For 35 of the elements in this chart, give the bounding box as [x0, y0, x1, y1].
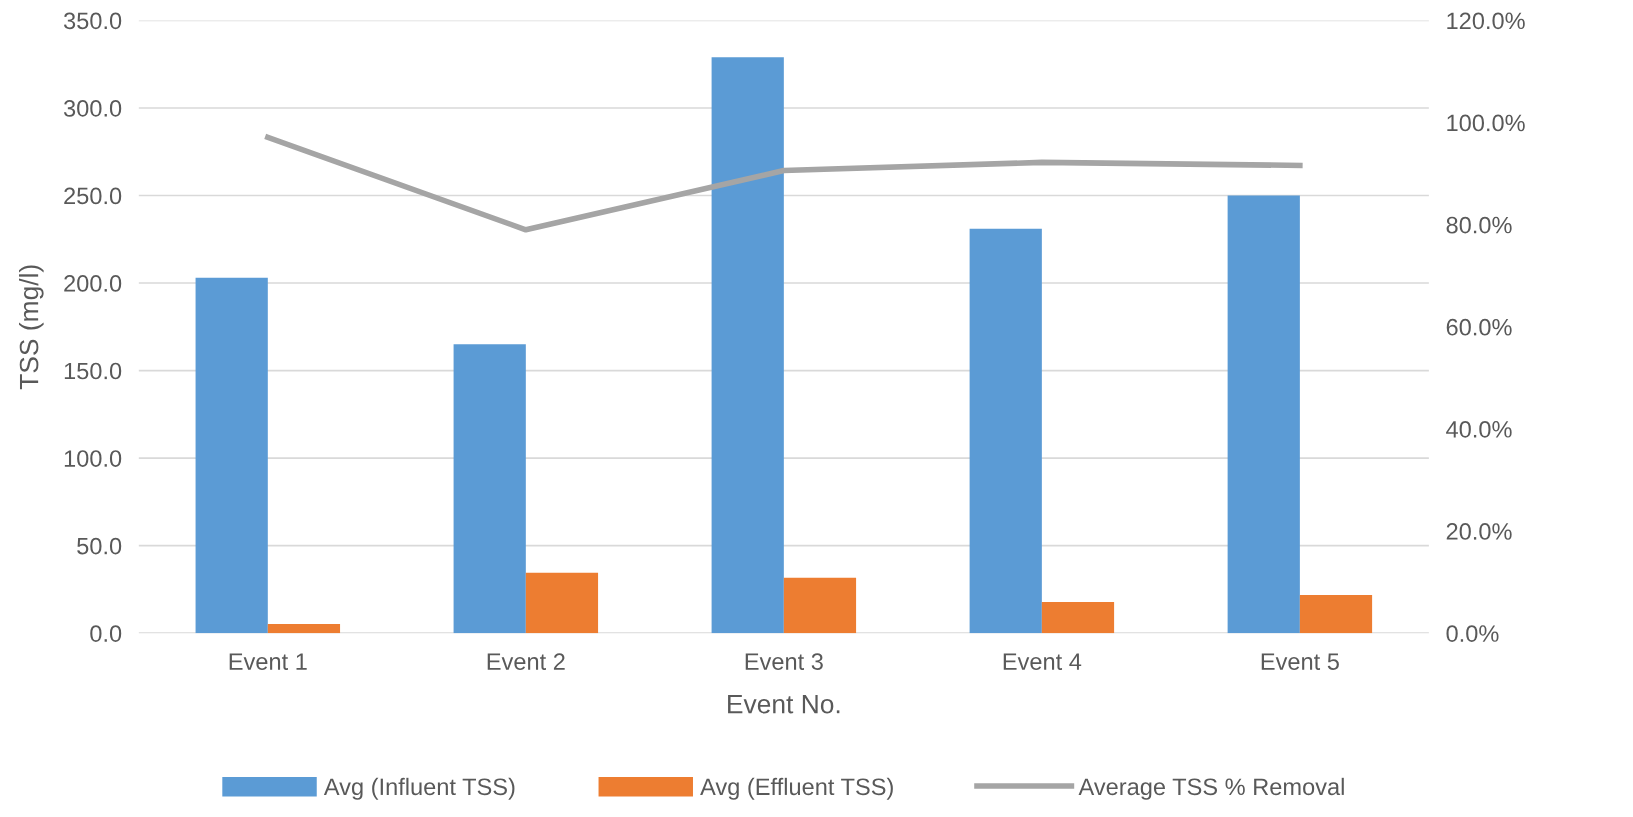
x-tick-label: Event 4 [1003, 653, 1082, 670]
x-axis-title: Event No. [728, 695, 840, 714]
y-tick-label: 350.0 [63, 12, 122, 30]
bar [969, 228, 1042, 634]
y2-tick-label: 100.0% [1447, 114, 1525, 132]
x-tick-label: Event 2 [487, 653, 565, 670]
y2-tick-label: 80.0% [1446, 216, 1512, 234]
legend-label: Avg (Influent TSS) [323, 777, 515, 800]
y2-tick-label: 120.0% [1447, 12, 1525, 30]
legend-label: Average TSS % Removal [1078, 777, 1344, 800]
y-tick-label: 200.0 [64, 275, 122, 292]
y-tick-label: 150.0 [64, 362, 122, 380]
bar [1227, 195, 1300, 634]
y-tick-label: 300.0 [63, 100, 122, 117]
x-tick-label: Event 3 [745, 653, 823, 670]
bar [453, 344, 526, 634]
y2-tick-label: 60.0% [1446, 318, 1512, 336]
bar [1299, 595, 1373, 634]
bar [525, 572, 599, 634]
y-tick-label: 100.0 [64, 450, 122, 467]
bar [783, 577, 857, 634]
y2-tick-label: 40.0% [1446, 420, 1512, 438]
y-tick-label: 0.0 [90, 625, 122, 642]
bar [1041, 602, 1115, 634]
y-tick-label: 50.0 [77, 537, 122, 555]
bar [267, 624, 341, 634]
y2-tick-label: 0.0% [1446, 625, 1499, 642]
legend-label: Avg (Effluent TSS) [700, 777, 893, 800]
bar [195, 277, 268, 634]
y-axis-title: TSS (mg/l) [19, 265, 44, 390]
x-tick-label: Event 5 [1261, 653, 1339, 670]
y2-tick-label: 20.0% [1446, 523, 1512, 540]
bar [711, 57, 784, 634]
y-tick-label: 250.0 [64, 187, 122, 205]
x-tick-label: Event 1 [229, 653, 307, 670]
